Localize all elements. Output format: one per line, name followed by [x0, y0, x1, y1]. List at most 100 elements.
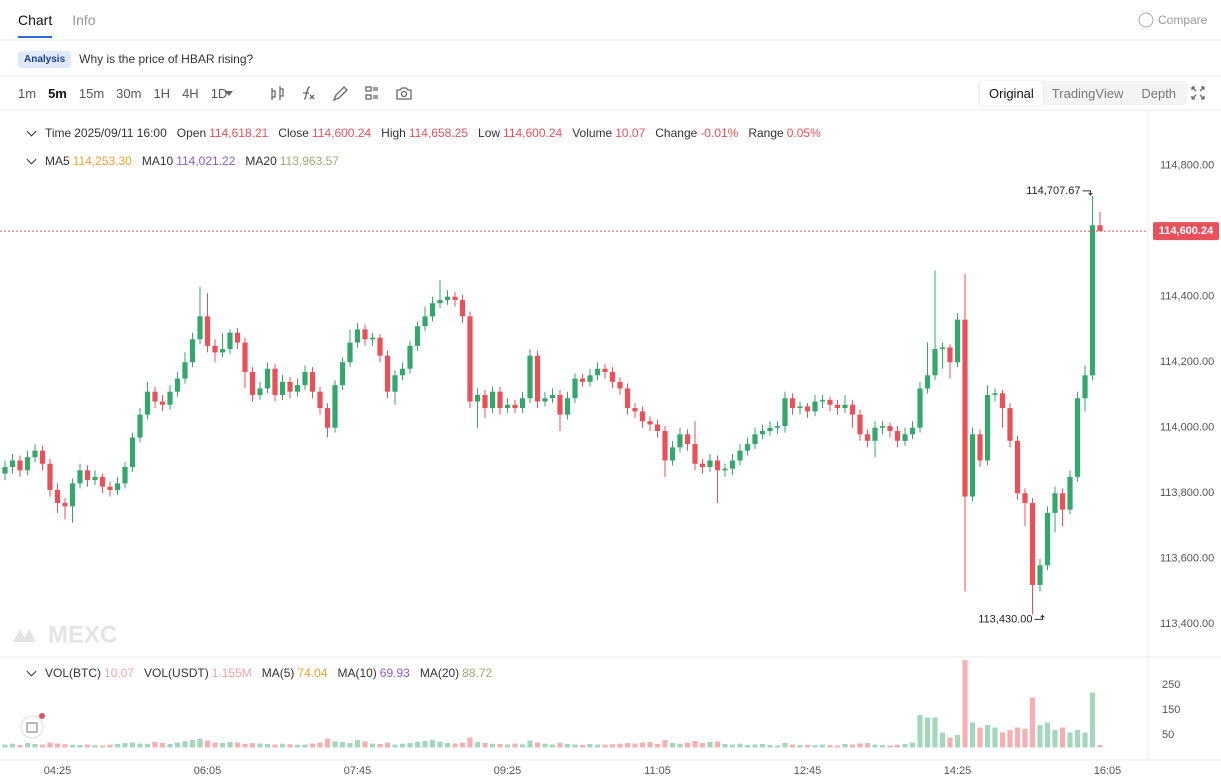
candle-body	[879, 426, 886, 428]
volume-bar	[144, 743, 151, 748]
candle-body	[1089, 225, 1096, 376]
candle-body	[32, 450, 38, 458]
interval[interactable]: 1D	[210, 85, 228, 101]
compare-icon[interactable]	[1138, 12, 1154, 28]
volume-bar	[1029, 697, 1036, 748]
view-option[interactable]: Original	[980, 80, 1043, 106]
volume-bar	[939, 732, 946, 748]
legend-label: Time	[45, 126, 72, 140]
interval[interactable]: 4H	[182, 85, 199, 101]
notification-dot	[39, 713, 45, 719]
tab[interactable]: Chart	[18, 12, 53, 38]
interval[interactable]: 1H	[153, 85, 171, 101]
y-tick-label: 114,800.00	[1160, 160, 1214, 172]
candle-icon[interactable]	[271, 86, 284, 100]
y-tick-label: 114,200.00	[1160, 356, 1214, 368]
watermark: MEXC	[48, 621, 117, 648]
compare[interactable]: Compare	[1158, 13, 1208, 27]
legend-item: MA(10) 69.93	[337, 666, 409, 680]
volume-bar	[1074, 730, 1081, 748]
candle-body	[474, 394, 481, 402]
volume-bar	[197, 738, 203, 748]
interval[interactable]: 5m	[48, 85, 67, 101]
fullscreen-icon[interactable]	[1191, 86, 1205, 100]
collapse-caret[interactable]	[26, 666, 37, 676]
tab[interactable]: Info	[72, 12, 96, 28]
volume-bar	[924, 717, 931, 748]
volume-bar	[699, 743, 706, 748]
volume-bar	[474, 742, 481, 748]
candle-body	[197, 316, 203, 340]
candle-body	[264, 368, 271, 389]
interval[interactable]: 30m	[116, 85, 142, 101]
draw-icon[interactable]	[332, 86, 348, 102]
dropdown-caret[interactable]	[225, 91, 233, 96]
y-tick-label: 114,000.00	[1160, 422, 1214, 434]
volume-bar	[69, 744, 76, 748]
candle-body	[1067, 476, 1073, 510]
candle-body	[992, 393, 998, 395]
indicator-icon[interactable]	[303, 86, 315, 100]
view-option[interactable]: TradingView	[1051, 85, 1124, 101]
volume-bar	[294, 744, 301, 748]
volume-bar	[969, 722, 976, 748]
analysis-question[interactable]: Why is the price of HBAR rising?	[79, 52, 254, 66]
tabs: Chart Info	[18, 0, 110, 40]
candle-body	[437, 299, 443, 304]
collapse-caret[interactable]	[26, 154, 37, 164]
legend-value: 114,618.21	[209, 126, 269, 140]
candle-body	[759, 430, 766, 435]
collapse-caret[interactable]	[26, 126, 37, 136]
last-price-box	[1153, 222, 1219, 241]
snapshot-icon[interactable]	[396, 87, 412, 100]
calendar-icon[interactable]	[26, 722, 38, 733]
candle-body	[699, 463, 706, 468]
volume-bar	[744, 745, 751, 748]
candle-body	[204, 316, 211, 346]
candle-body	[677, 434, 683, 448]
calendar-button[interactable]	[20, 715, 44, 739]
volume-bar	[114, 744, 121, 748]
candle-body	[632, 408, 638, 412]
volume-bar	[887, 745, 893, 748]
candle-body	[467, 316, 473, 402]
legend-value: 2025/09/11 16:00	[74, 126, 167, 140]
candle-body	[279, 381, 286, 395]
interval[interactable]: 15m	[78, 85, 105, 101]
analysis-badge[interactable]: Analysis	[18, 50, 72, 68]
legend-value: 69.93	[379, 666, 410, 680]
volume-bar	[129, 742, 136, 748]
candle-body	[99, 476, 106, 487]
candle-body	[707, 460, 713, 468]
candle-body	[962, 319, 968, 497]
volume-bar	[632, 743, 638, 748]
layout-icon[interactable]	[365, 86, 378, 100]
candle-body	[519, 398, 526, 409]
candle-body	[62, 503, 68, 507]
candle-body	[752, 434, 758, 445]
volume-bar	[834, 745, 841, 748]
toolbar-icons[interactable]	[271, 86, 1205, 102]
candle-body	[834, 404, 841, 409]
snapshot-icon[interactable]	[400, 90, 408, 98]
volume-bar	[189, 740, 196, 748]
candle-body	[954, 319, 961, 363]
volume-bar	[759, 744, 766, 748]
legend-value: 10.07	[615, 126, 646, 140]
candle-body	[842, 404, 848, 409]
legend-value: 114,021.22	[176, 154, 236, 168]
candle-body	[819, 399, 826, 402]
candle-body	[444, 296, 451, 300]
candle-body	[129, 437, 136, 468]
candle-body	[917, 388, 923, 428]
interval[interactable]: 1m	[18, 85, 37, 101]
volume-bar	[662, 740, 668, 748]
volume-bar	[54, 743, 61, 748]
legend-item: Volume 10.07	[572, 126, 645, 140]
volume-bar	[1022, 728, 1028, 748]
candle-body	[332, 385, 338, 428]
candle-body	[354, 329, 361, 343]
candle-body	[729, 460, 736, 469]
view-option[interactable]: Depth	[1141, 85, 1177, 101]
candle-body	[504, 404, 511, 409]
